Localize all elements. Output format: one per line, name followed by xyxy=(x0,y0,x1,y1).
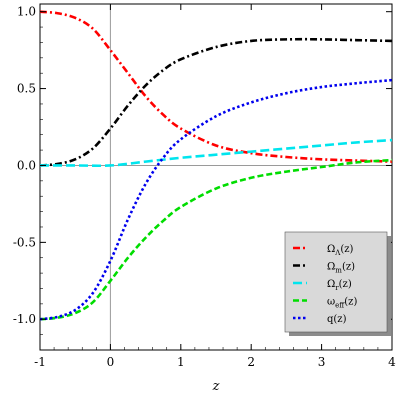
x-axis-title: z xyxy=(212,379,220,394)
x-tick-label: 2 xyxy=(247,355,255,369)
y-tick-label: 1.0 xyxy=(17,5,36,19)
axis-ticks: -1 0 1 2 3 4 -1.0 -0.5 0.0 0.5 1.0 xyxy=(13,4,396,369)
legend-label-0: ΩΛ(z) xyxy=(327,244,354,257)
y-tick-label: 0.0 xyxy=(17,158,36,172)
legend-label-3: ωeff(z) xyxy=(327,297,357,310)
plot-frame xyxy=(39,3,393,351)
y-tick-label: 0.5 xyxy=(17,82,36,96)
x-tick-label: 4 xyxy=(388,355,396,369)
x-tick-label: 3 xyxy=(318,355,326,369)
series-line-0 xyxy=(39,10,393,163)
legend-label-2: Ωr(z) xyxy=(327,279,352,292)
y-tick-label: -1.0 xyxy=(13,312,36,326)
series-line-1 xyxy=(39,37,393,167)
legend-label-1: Ωm(z) xyxy=(327,262,355,275)
series-lines xyxy=(39,10,393,321)
legend: ΩΛ(z) Ωm(z) Ωr(z) ωeff(z) q(z) xyxy=(284,231,391,336)
x-tick-label: 0 xyxy=(107,355,115,369)
plot-area-border xyxy=(39,3,393,351)
x-tick-label: 1 xyxy=(177,355,185,369)
x-tick-label: -1 xyxy=(34,355,46,369)
series-line-4 xyxy=(39,78,393,321)
series-line-2 xyxy=(39,138,393,168)
series-line-3 xyxy=(39,158,393,321)
legend-label-4: q(z) xyxy=(327,314,347,325)
y-tick-label: -0.5 xyxy=(13,235,36,249)
